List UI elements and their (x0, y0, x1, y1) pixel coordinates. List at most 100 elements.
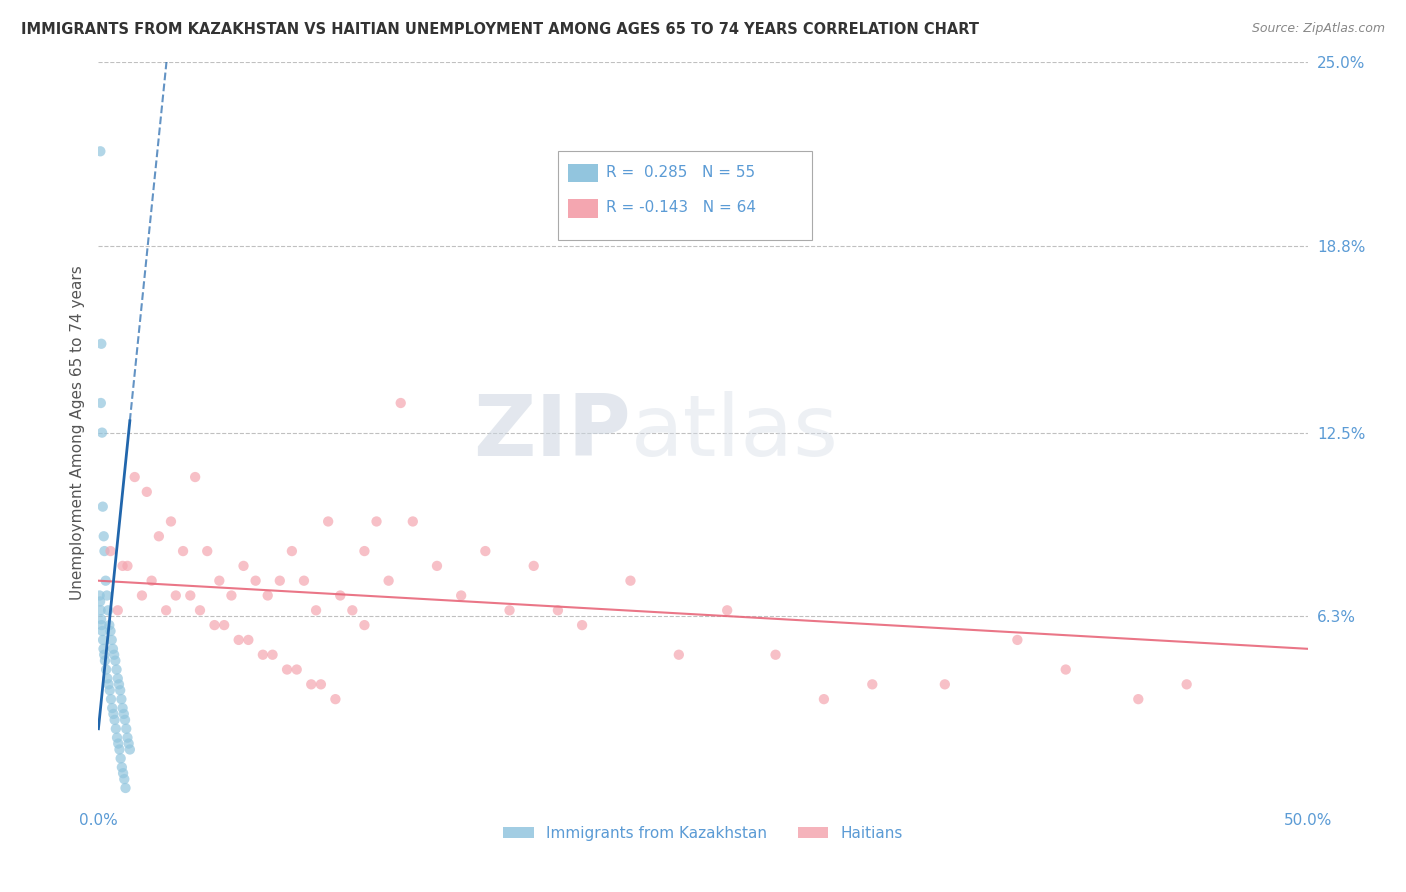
Point (107, 603, 129, 617)
Point (1007, 632, 1029, 647)
Text: Source: ZipAtlas.com: Source: ZipAtlas.com (1251, 22, 1385, 36)
FancyBboxPatch shape (558, 152, 811, 240)
Point (1054, 663, 1077, 677)
Point (571, 618, 593, 632)
Point (91, 425, 114, 440)
Point (299, 677, 322, 691)
Point (91, 632, 114, 647)
Point (141, 574, 163, 588)
Point (160, 515, 183, 529)
Point (1175, 677, 1198, 691)
Point (547, 603, 569, 617)
Point (104, 722, 127, 736)
Point (316, 515, 339, 529)
Point (135, 484, 157, 499)
Point (256, 589, 278, 603)
Point (353, 544, 375, 558)
Point (934, 677, 956, 691)
Point (238, 632, 260, 647)
Point (402, 515, 425, 529)
Point (165, 589, 187, 603)
Point (450, 589, 472, 603)
Point (107, 737, 129, 751)
Text: R =  0.285   N = 55: R = 0.285 N = 55 (606, 164, 755, 179)
Point (107, 672, 129, 686)
Point (100, 632, 122, 647)
Point (325, 692, 347, 706)
Point (105, 663, 128, 677)
Text: atlas: atlas (630, 391, 838, 475)
Point (90, 336, 112, 351)
Point (716, 603, 738, 617)
Point (108, 677, 131, 691)
Point (100, 544, 122, 558)
Point (111, 760, 134, 774)
Point (269, 574, 291, 588)
Point (108, 683, 131, 698)
Point (668, 648, 690, 662)
Point (329, 589, 352, 603)
Point (276, 663, 298, 677)
Point (91, 500, 114, 514)
Y-axis label: Unemployment Among Ages 65 to 74 years: Unemployment Among Ages 65 to 74 years (69, 265, 84, 600)
Point (221, 589, 243, 603)
Point (262, 648, 284, 662)
Point (228, 632, 250, 647)
Point (89, 594, 111, 608)
Point (245, 574, 267, 588)
Point (353, 618, 375, 632)
Point (208, 574, 231, 588)
Point (179, 589, 201, 603)
Point (118, 737, 141, 751)
Point (101, 701, 124, 715)
Point (212, 618, 235, 632)
Point (98, 683, 121, 698)
Point (195, 544, 218, 558)
Point (98, 618, 121, 632)
Point (108, 742, 131, 756)
Point (188, 603, 211, 617)
Legend: Immigrants from Kazakhstan, Haitians: Immigrants from Kazakhstan, Haitians (498, 820, 908, 847)
Point (93, 544, 115, 558)
Point (110, 692, 132, 706)
Point (117, 558, 139, 573)
Point (96, 672, 118, 686)
Point (148, 529, 170, 543)
Point (91, 624, 114, 638)
Point (523, 558, 546, 573)
Point (813, 692, 835, 706)
Point (93, 529, 115, 543)
Point (112, 766, 135, 780)
Point (103, 706, 125, 721)
Point (155, 603, 177, 617)
Point (498, 603, 520, 617)
Point (342, 603, 364, 617)
Point (619, 574, 641, 588)
Point (765, 648, 787, 662)
Point (309, 677, 332, 691)
Text: IMMIGRANTS FROM KAZAKHSTAN VS HAITIAN UNEMPLOYMENT AMONG AGES 65 TO 74 YEARS COR: IMMIGRANTS FROM KAZAKHSTAN VS HAITIAN UN… (21, 22, 979, 37)
FancyBboxPatch shape (568, 200, 598, 218)
Point (112, 706, 135, 721)
FancyBboxPatch shape (568, 164, 598, 182)
Point (366, 515, 388, 529)
Point (90, 396, 112, 410)
Point (101, 641, 124, 656)
Point (281, 544, 304, 558)
Point (97, 677, 120, 691)
Point (100, 692, 122, 706)
Point (94, 574, 117, 588)
Point (97, 603, 120, 617)
Point (114, 713, 136, 727)
Point (90, 618, 112, 632)
Point (184, 470, 207, 484)
Point (305, 603, 328, 617)
Point (93, 641, 115, 656)
Point (252, 648, 274, 662)
Point (104, 713, 127, 727)
Point (90, 612, 112, 626)
Text: R = -0.143   N = 64: R = -0.143 N = 64 (606, 200, 756, 215)
Point (426, 558, 449, 573)
Point (105, 731, 128, 745)
Point (89, 589, 111, 603)
